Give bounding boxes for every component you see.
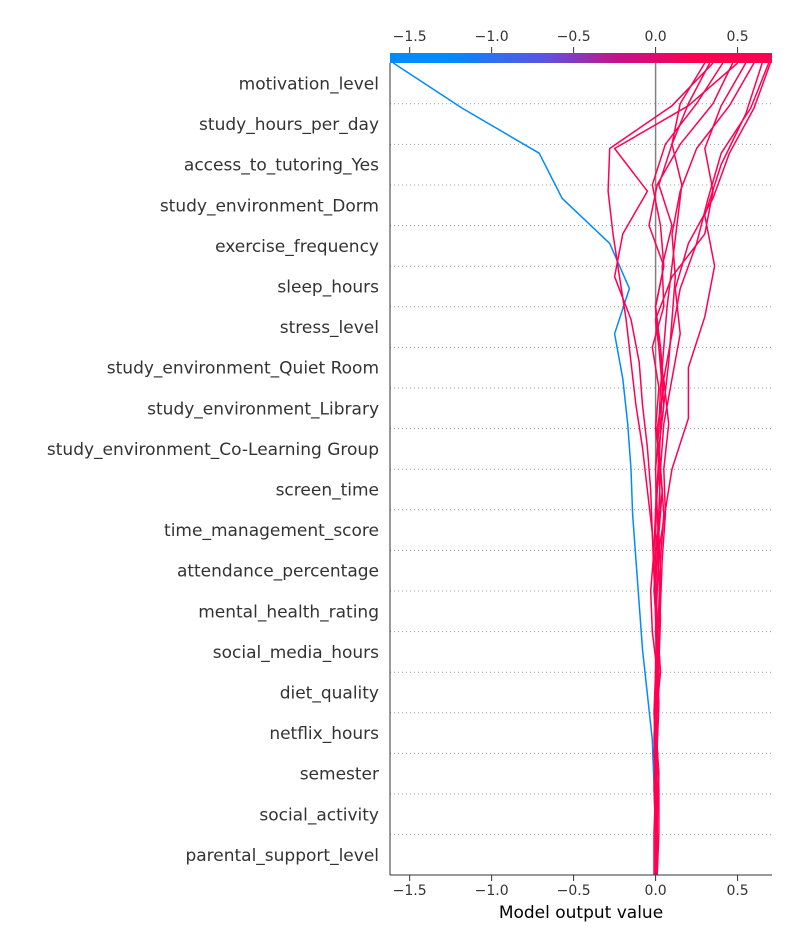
decision-line-1 [392,62,657,875]
top-tick-label: 0.0 [644,29,666,45]
feature-label: sleep_hours [277,278,379,298]
grid-lines [390,103,772,836]
decision-lines [392,62,772,876]
feature-label: study_environment_Co-Learning Group [47,440,379,460]
colorbar [390,53,772,63]
bottom-tick-label: 0.0 [644,883,666,899]
decision-line-7 [654,62,755,876]
feature-label: mental_health_rating [198,602,379,622]
bottom-axis-ticks: −1.5 −1.0 −0.5 0.0 0.5 [393,875,749,899]
bottom-tick-label: 0.5 [726,883,748,899]
feature-label: motivation_level [239,75,379,95]
feature-label: exercise_frequency [215,237,379,257]
feature-label: time_management_score [164,521,379,541]
bottom-tick-label: −1.5 [393,883,427,899]
decision-line-12 [654,62,747,876]
top-tick-label: −0.5 [557,29,591,45]
feature-label: parental_support_level [185,846,379,866]
feature-label: diet_quality [280,684,379,704]
top-axis-ticks: −1.5 −1.0 −0.5 0.0 0.5 [393,29,749,53]
top-tick-label: 0.5 [726,29,748,45]
feature-label: social_media_hours [213,643,379,663]
feature-label: study_environment_Library [147,399,379,419]
feature-label: screen_time [276,481,379,501]
feature-label: attendance_percentage [177,562,379,582]
bottom-tick-label: −0.5 [557,883,591,899]
feature-label: study_environment_Dorm [160,196,379,216]
feature-label: study_environment_Quiet Room [107,359,379,379]
feature-label: netflix_hours [269,724,379,744]
feature-labels: motivation_level study_hours_per_dayacces… [47,75,379,866]
feature-label: access_to_tutoring_Yes [184,156,379,176]
decision-line-5 [613,62,739,875]
top-tick-label: −1.0 [475,29,509,45]
feature-label: semester [300,765,379,785]
axes [389,63,772,876]
bottom-tick-label: −1.0 [475,883,509,899]
x-axis-title: Model output value [499,903,663,923]
feature-label: social_activity [259,805,379,825]
feature-label: study_hours_per_day [199,115,379,135]
feature-label: stress_level [280,318,379,338]
top-tick-label: −1.5 [393,29,427,45]
